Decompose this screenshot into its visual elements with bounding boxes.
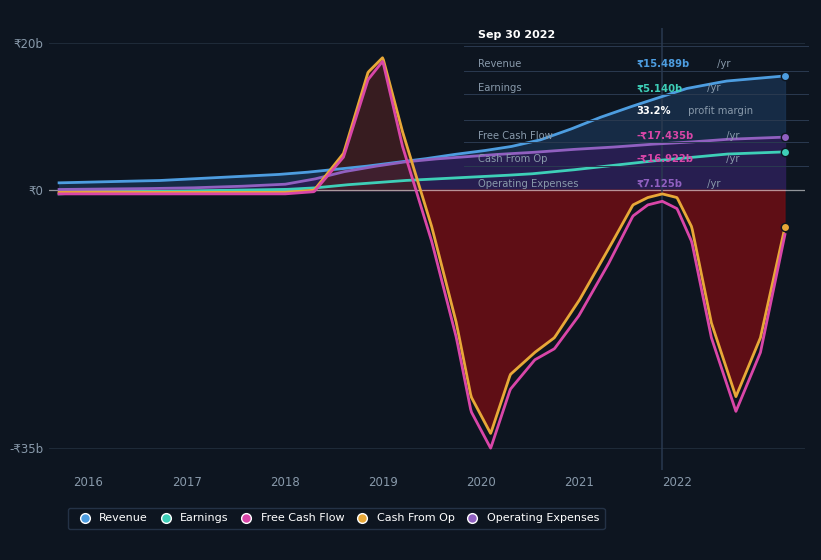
Text: Sep 30 2022: Sep 30 2022: [478, 30, 555, 40]
Text: ₹15.489b: ₹15.489b: [636, 59, 690, 69]
Text: /yr: /yr: [723, 154, 740, 164]
Text: Revenue: Revenue: [478, 59, 521, 69]
Text: /yr: /yr: [713, 59, 730, 69]
Text: /yr: /yr: [723, 131, 740, 141]
Text: /yr: /yr: [704, 179, 720, 189]
Text: Operating Expenses: Operating Expenses: [478, 179, 578, 189]
Text: profit margin: profit margin: [685, 106, 753, 116]
Text: ₹7.125b: ₹7.125b: [636, 179, 682, 189]
Text: /yr: /yr: [704, 83, 720, 94]
Text: Free Cash Flow: Free Cash Flow: [478, 131, 553, 141]
Text: ₹5.140b: ₹5.140b: [636, 83, 682, 94]
Text: -₹16.922b: -₹16.922b: [636, 154, 693, 164]
Text: Earnings: Earnings: [478, 83, 521, 94]
Text: Cash From Op: Cash From Op: [478, 154, 547, 164]
Text: -₹17.435b: -₹17.435b: [636, 131, 694, 141]
Legend: Revenue, Earnings, Free Cash Flow, Cash From Op, Operating Expenses: Revenue, Earnings, Free Cash Flow, Cash …: [68, 508, 604, 529]
Text: 33.2%: 33.2%: [636, 106, 671, 116]
